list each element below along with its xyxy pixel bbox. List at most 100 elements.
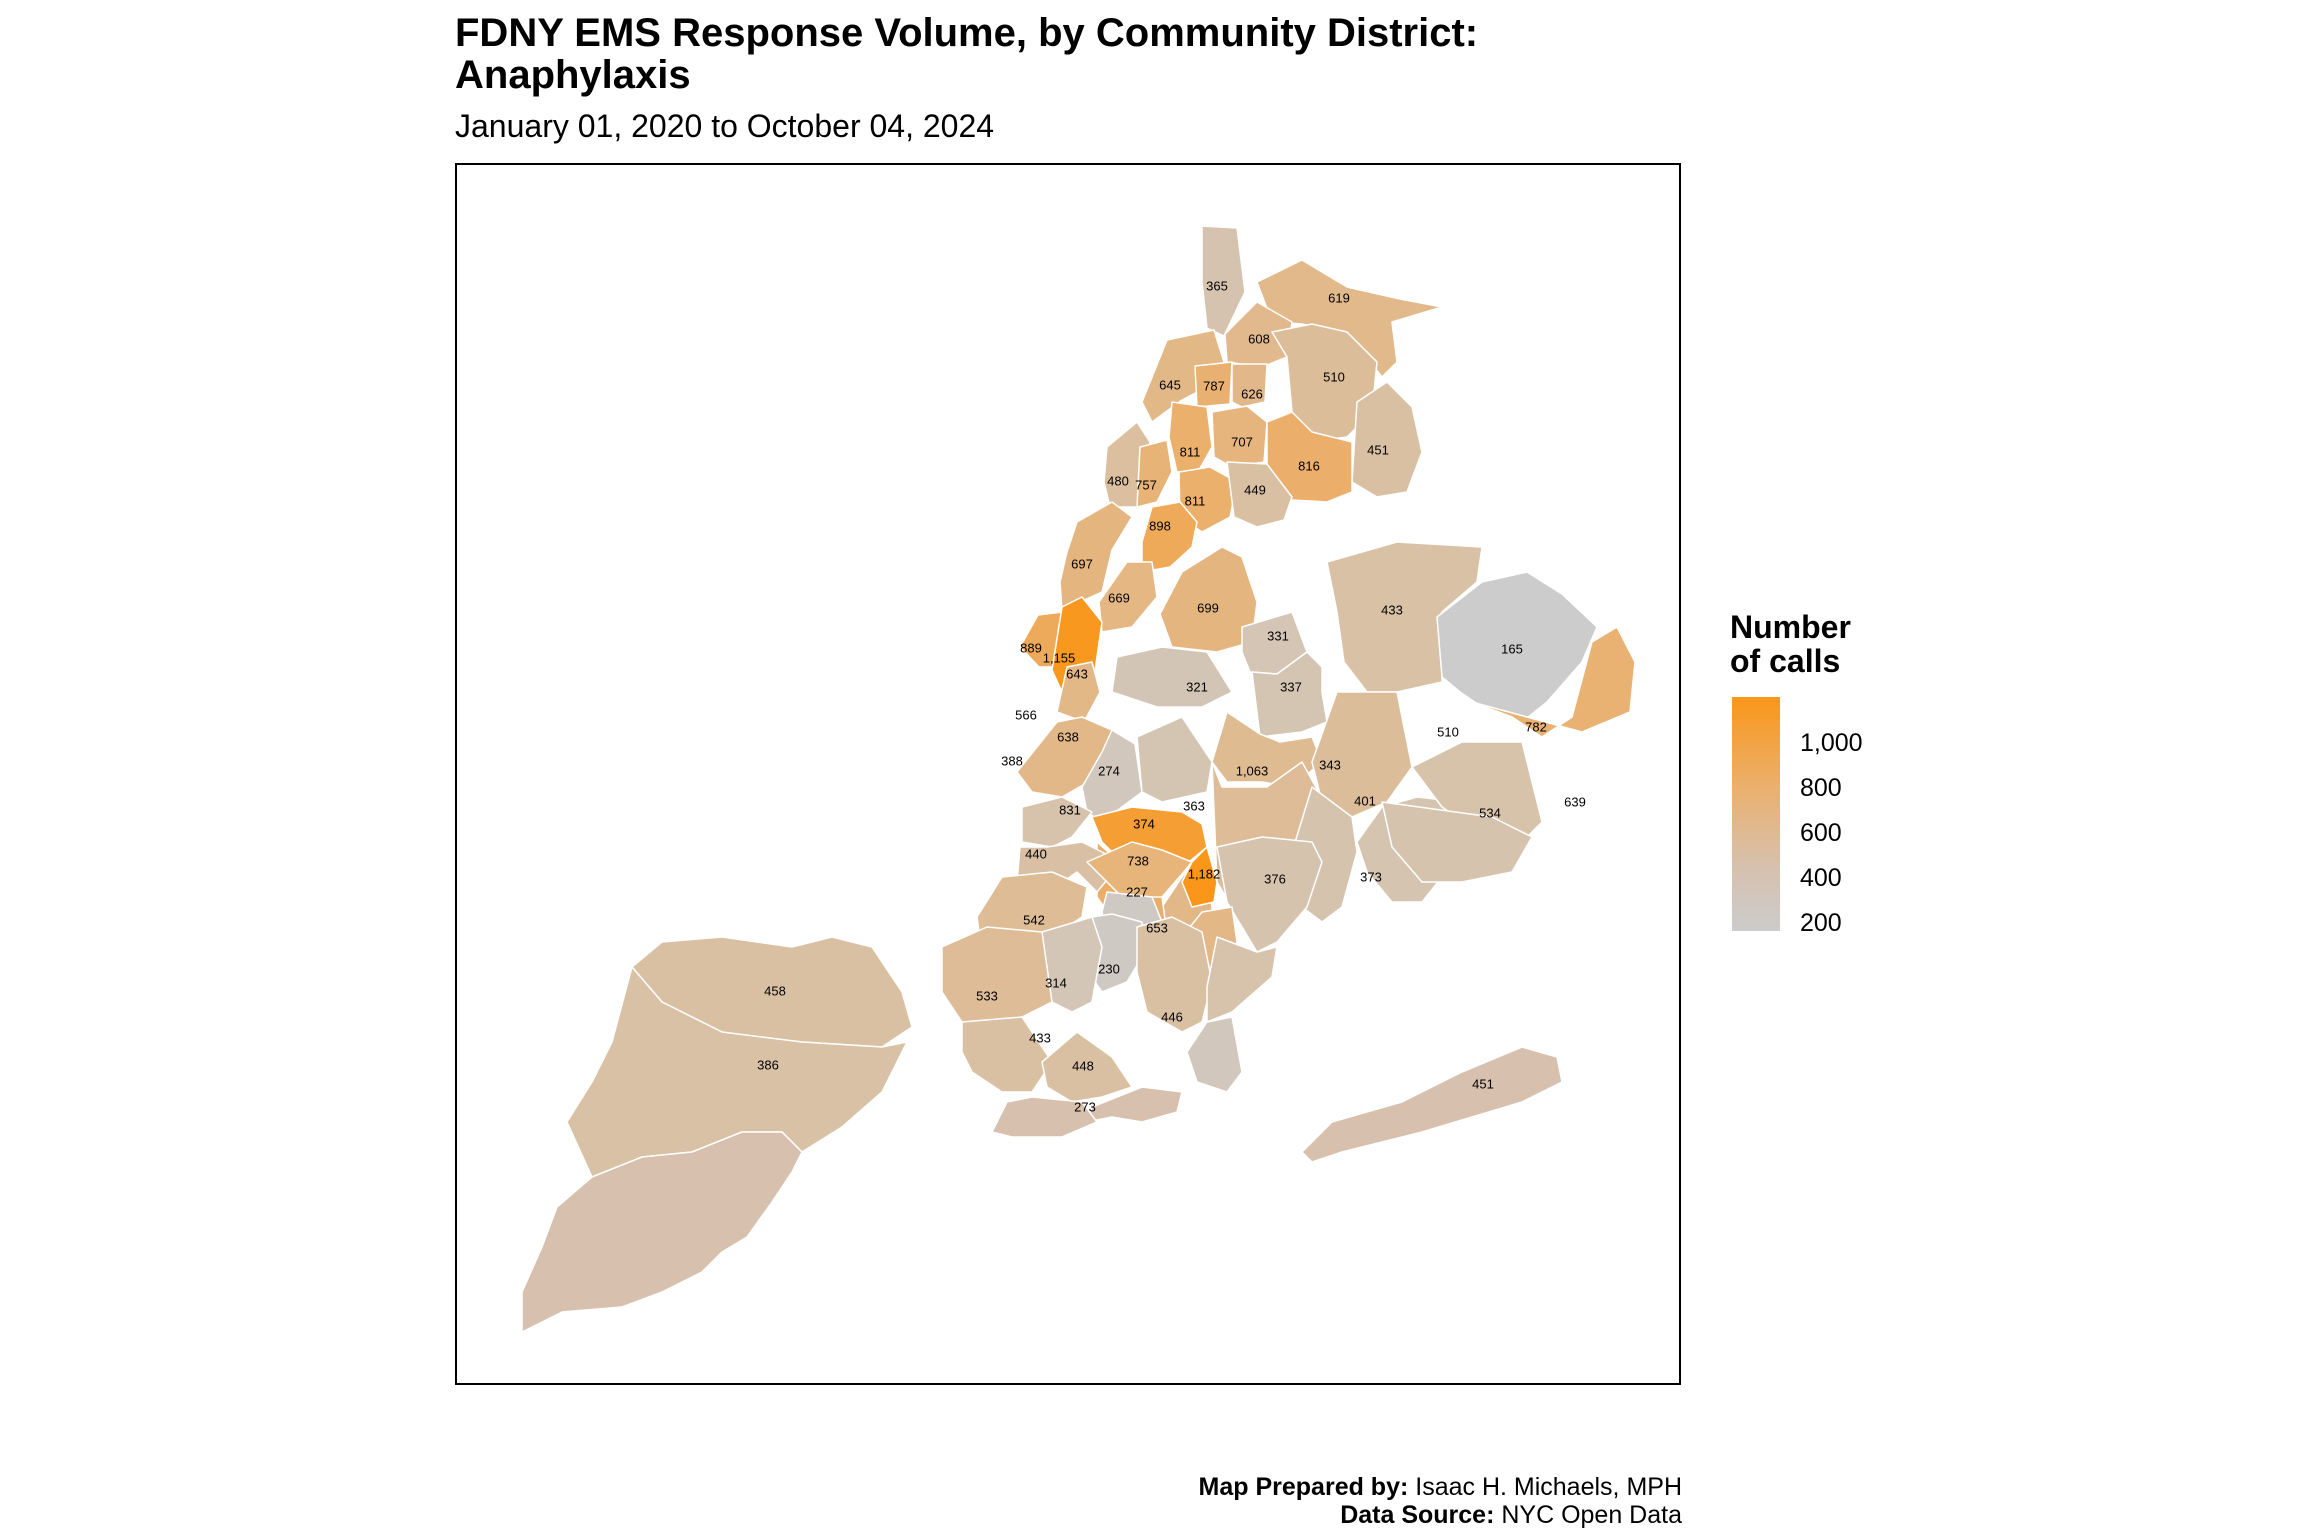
district-region [1186, 1016, 1243, 1093]
district-call-count-label: 697 [1071, 556, 1093, 571]
district-call-count-label: 542 [1023, 912, 1045, 927]
district-call-count-label: 314 [1045, 975, 1067, 990]
map-subtitle: January 01, 2020 to October 04, 2024 [455, 108, 995, 144]
district-region [521, 1131, 803, 1333]
district-region [1136, 716, 1213, 803]
district-region [1436, 571, 1598, 723]
district-call-count-label: 811 [1180, 444, 1201, 459]
district-call-count-label: 331 [1267, 628, 1289, 643]
district-region [1256, 259, 1443, 378]
district-call-count-label: 451 [1367, 442, 1389, 457]
district-call-count-label: 401 [1354, 793, 1376, 808]
district-call-count-label: 343 [1319, 757, 1341, 772]
district-call-count-label: 1,182 [1188, 866, 1221, 881]
district-region [991, 1096, 1098, 1138]
district-region [1471, 626, 1636, 738]
district-region [1136, 916, 1213, 1033]
district-call-count-label: 757 [1135, 477, 1157, 492]
legend-tick-label: 1,000 [1800, 729, 1863, 757]
district-call-count-label: 889 [1020, 640, 1042, 655]
district-call-count-label: 440 [1025, 846, 1047, 861]
district-region [1194, 361, 1233, 408]
prepared-by-line: Map Prepared by: Isaac H. Michaels, MPH [1199, 1473, 1682, 1501]
district-call-count-label: 653 [1146, 920, 1168, 935]
district-call-count-label: 811 [1185, 493, 1206, 508]
data-source-value: NYC Open Data [1494, 1501, 1682, 1529]
district-call-count-label: 230 [1098, 961, 1120, 976]
legend-tick-label: 200 [1800, 909, 1842, 937]
district-region [1111, 646, 1233, 708]
district-region [1206, 936, 1278, 1023]
legend-title-line-1: Number [1730, 609, 1851, 645]
legend-tick-mark [1781, 921, 1791, 923]
district-labels: 365 619 608 510 645 787 626 811 707 816 451 480 757 8… [757, 278, 1586, 1114]
district-region [1021, 796, 1093, 848]
district-region [1081, 729, 1143, 823]
district-region [1251, 651, 1328, 738]
district-call-count-label: 707 [1231, 434, 1253, 449]
district-region [941, 926, 1053, 1033]
district-call-count-label: 782 [1525, 719, 1547, 734]
district-call-count-label: 386 [757, 1057, 779, 1072]
nyc-choropleth-map: 365 619 608 510 645 787 626 811 707 816 451 480 757 8… [521, 225, 1636, 1333]
data-source-line: Data Source: NYC Open Data [1199, 1501, 1682, 1529]
district-region [1098, 561, 1158, 633]
legend-title-line-2: of calls [1730, 643, 1841, 679]
district-call-count-label: 273 [1074, 1099, 1096, 1114]
district-call-count-label: 227 [1126, 884, 1148, 899]
legend-tick-label: 600 [1800, 819, 1842, 847]
district-call-count-label: 373 [1360, 869, 1382, 884]
district-call-count-label: 365 [1206, 278, 1228, 293]
district-call-count-label: 787 [1203, 378, 1225, 393]
district-call-count-label: 619 [1328, 290, 1350, 305]
district-call-count-label: 448 [1072, 1058, 1094, 1073]
district-region [1226, 461, 1293, 528]
district-region [1326, 541, 1483, 693]
district-region [1141, 329, 1225, 423]
district-call-count-label: 643 [1066, 666, 1088, 681]
district-region [1351, 381, 1423, 498]
district-region [1381, 801, 1533, 883]
district-call-count-label: 831 [1059, 802, 1081, 817]
district-call-count-label: 376 [1264, 871, 1286, 886]
district-call-count-label: 645 [1159, 377, 1181, 392]
district-call-count-label: 608 [1248, 331, 1270, 346]
district-call-count-label: 480 [1107, 473, 1129, 488]
district-call-count-label: 566 [1015, 707, 1037, 722]
legend-color-bar [1732, 697, 1780, 931]
district-call-count-label: 449 [1244, 482, 1266, 497]
map-title-line-2: Anaphylaxis [455, 53, 691, 97]
district-region [1041, 1031, 1133, 1103]
district-call-count-label: 534 [1479, 805, 1501, 820]
legend-title: Number of calls [1730, 610, 1851, 678]
district-region [961, 1016, 1053, 1093]
district-call-count-label: 639 [1564, 794, 1586, 809]
district-region [1181, 846, 1218, 908]
district-region [1301, 1046, 1563, 1163]
district-region [1211, 405, 1268, 468]
prepared-by-value: Isaac H. Michaels, MPH [1408, 1473, 1682, 1501]
district-call-count-label: 337 [1280, 679, 1302, 694]
district-call-count-label: 1,155 [1043, 650, 1076, 665]
district-call-count-label: 274 [1098, 763, 1120, 778]
map-panel: 365 619 608 510 645 787 626 811 707 816 451 480 757 8… [455, 163, 1681, 1385]
district-call-count-label: 446 [1161, 1009, 1183, 1024]
district-call-count-label: 433 [1381, 602, 1403, 617]
district-call-count-label: 165 [1501, 641, 1523, 656]
map-title-line-1: FDNY EMS Response Volume, by Community D… [455, 11, 1479, 55]
district-call-count-label: 451 [1472, 1076, 1494, 1091]
district-call-count-label: 898 [1149, 518, 1171, 533]
district-call-count-label: 669 [1108, 590, 1130, 605]
legend-tick-label: 800 [1800, 774, 1842, 802]
district-call-count-label: 533 [976, 988, 998, 1003]
district-call-count-label: 321 [1186, 679, 1208, 694]
district-call-count-label: 363 [1183, 798, 1205, 813]
district-region [1168, 401, 1213, 473]
district-call-count-label: 510 [1323, 369, 1345, 384]
prepared-by-label: Map Prepared by: [1198, 1473, 1409, 1501]
district-region [1231, 363, 1268, 408]
district-call-count-label: 738 [1127, 853, 1149, 868]
map-credits: Map Prepared by: Isaac H. Michaels, MPH … [1199, 1473, 1682, 1529]
district-call-count-label: 510 [1437, 724, 1459, 739]
district-call-count-label: 374 [1133, 816, 1155, 831]
